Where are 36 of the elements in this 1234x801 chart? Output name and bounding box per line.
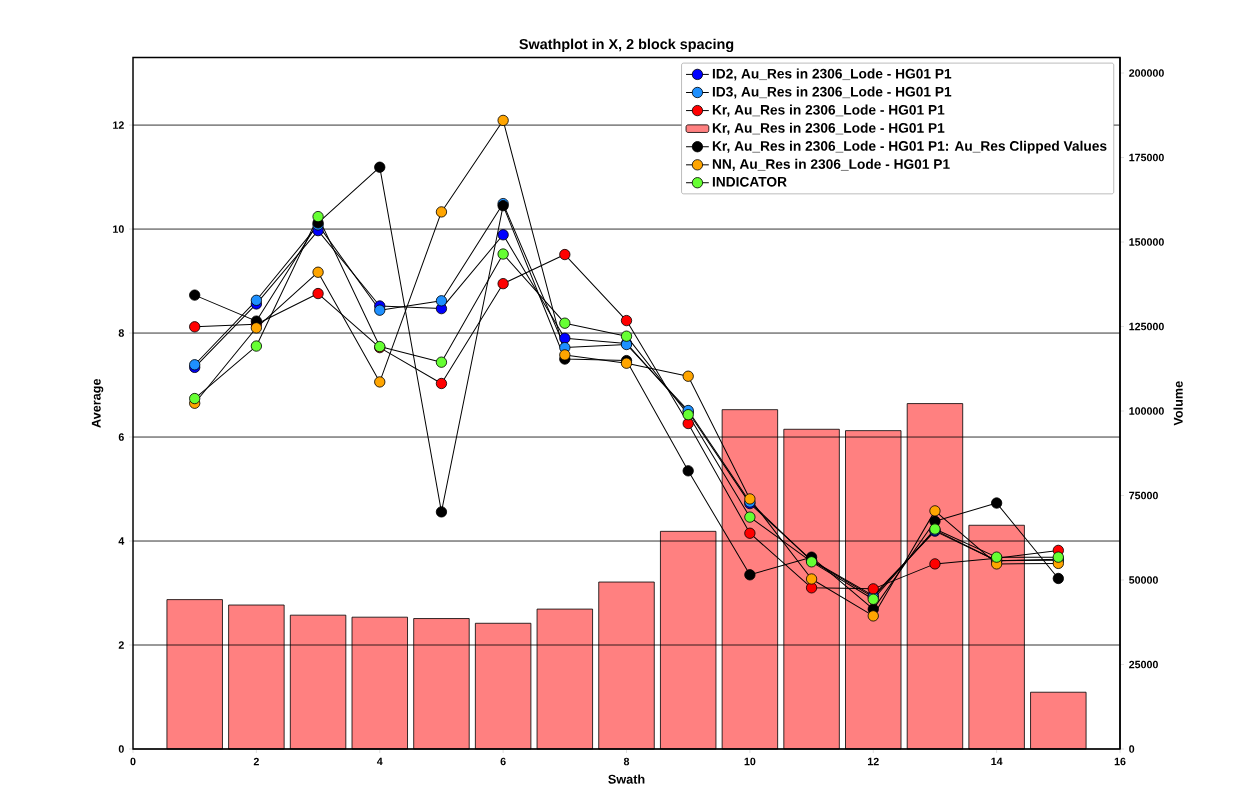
y-tick-label: 12 [113,121,124,129]
y2-tick-label: 25000 [1129,660,1158,669]
x-tick-label: 14 [991,757,1003,766]
y2-tick-label: 0 [1129,745,1135,753]
legend-label: ID3, Au_Res in 2306_Lode - HG01 P1 [712,86,952,99]
y-tick-label: 10 [113,225,124,233]
y2-tick-label: 125000 [1129,322,1164,331]
x-tick-label: 16 [1114,757,1126,766]
y2-axis-title: Volume [1173,381,1183,426]
legend-label: Kr, Au_Res in 2306_Lode - HG01 P1 [712,122,945,135]
legend-label: NN, Au_Res in 2306_Lode - HG01 P1 [712,158,950,171]
legend-label: INDICATOR [712,176,787,187]
y2-tick-label: 75000 [1129,491,1158,500]
x-tick-label: 2 [253,757,259,766]
y-tick-label: 4 [118,537,125,545]
x-tick-label: 12 [868,757,879,766]
legend-label: ID2, Au_Res in 2306_Lode - HG01 P1 [712,68,952,81]
x-tick-label: 0 [130,757,136,766]
y2-tick-label: 100000 [1129,407,1164,415]
y-tick-label: 8 [118,329,124,337]
legend-label: Kr, Au_Res in 2306_Lode - HG01 P1: Au_Res Clipped Values [712,140,1107,154]
y2-tick-label: 50000 [1129,576,1158,584]
y-tick-label: 2 [118,641,124,649]
x-tick-label: 6 [500,757,506,766]
x-axis-title: Swath [608,774,645,784]
x-tick-label: 8 [623,757,630,766]
y-tick-label: 0 [118,745,124,753]
y-tick-label: 6 [118,433,124,441]
x-tick-label: 4 [376,757,383,766]
y-axis-title: Average [91,378,104,428]
y2-tick-label: 200000 [1129,69,1164,77]
y2-tick-label: 175000 [1129,153,1164,162]
chart-title: Swathplot in X, 2 block spacing [519,38,734,53]
x-tick-label: 10 [744,757,756,766]
legend-label: Kr, Au_Res in 2306_Lode - HG01 P1 [712,104,945,117]
y2-tick-label: 150000 [1129,238,1164,246]
